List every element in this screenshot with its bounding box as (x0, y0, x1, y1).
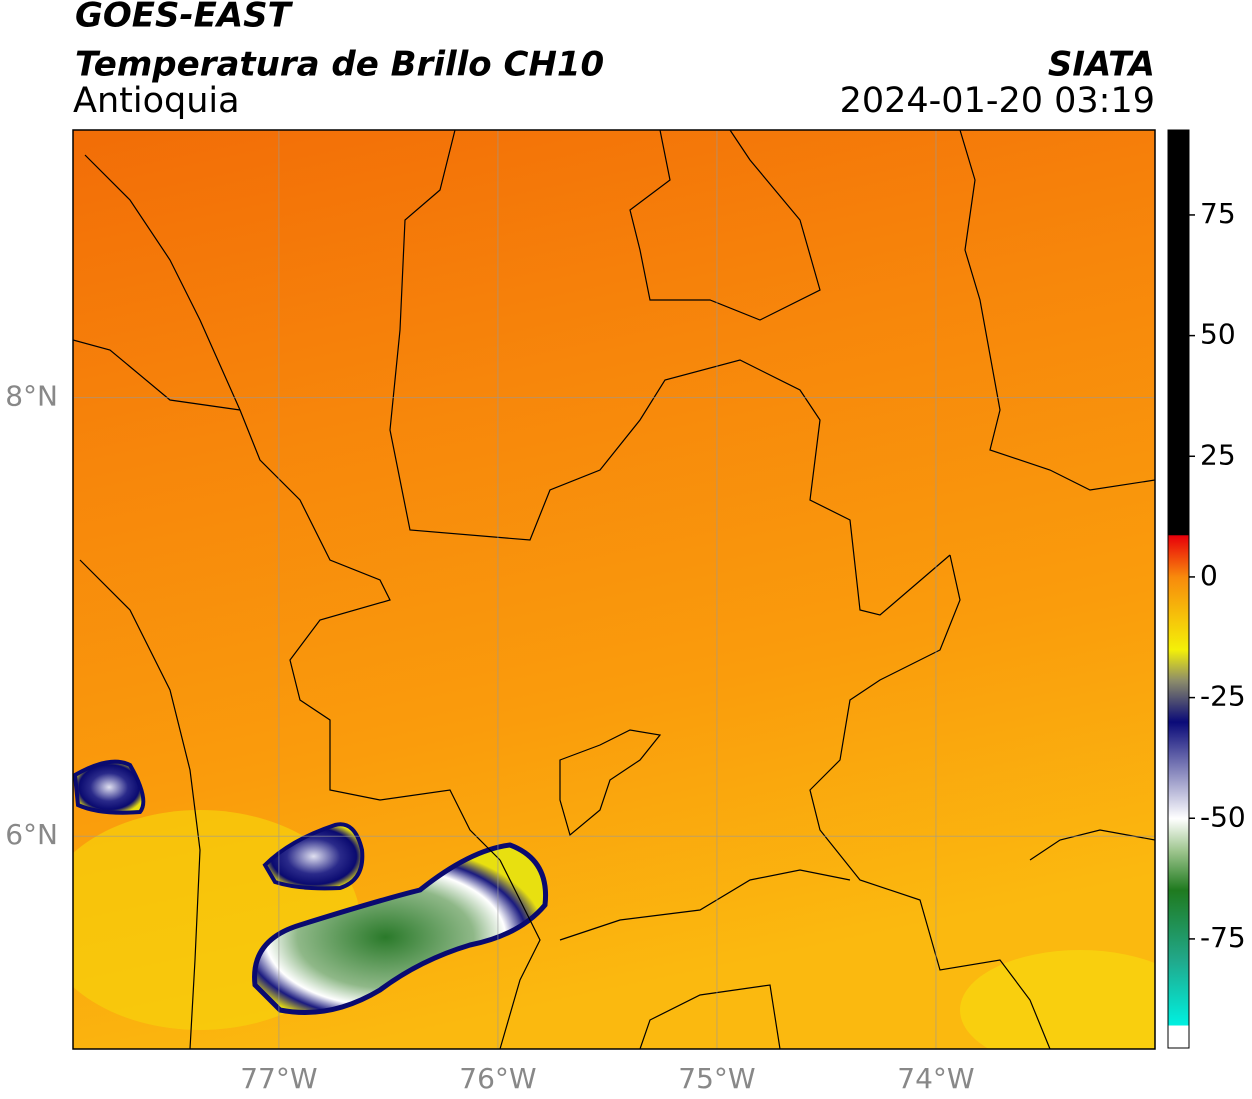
datetime: 2024-01-20 03:19 (840, 81, 1155, 121)
x-tick-label: 77°W (240, 1062, 317, 1095)
title: GOES-EAST (75, 0, 294, 36)
boundary (559, 729, 662, 837)
map-frame (72, 129, 1156, 1050)
boundary (84, 154, 501, 861)
warm-band (960, 950, 1155, 1049)
source: SIATA (1048, 45, 1155, 85)
coastline (73, 339, 241, 1049)
x-tick-label: 76°W (459, 1062, 536, 1095)
colorbar-tick-label: 50 (1200, 318, 1236, 351)
cloud-cluster (252, 842, 549, 1015)
colorbar-tick-label: -25 (1200, 680, 1246, 713)
boundary (389, 130, 951, 616)
colorbar-tick-label: -75 (1200, 921, 1246, 954)
cloud-cluster (262, 822, 365, 891)
colorbar-tick-label: 75 (1200, 197, 1236, 230)
x-tick-label: 75°W (678, 1062, 755, 1095)
y-tick-label: 8°N (5, 380, 58, 413)
colorbar (1167, 129, 1190, 1049)
boundary (639, 829, 1155, 1049)
boundary (809, 554, 1051, 1049)
cloud-cluster (73, 759, 146, 815)
boundary (959, 130, 1155, 491)
colorbar-tick-label: -50 (1200, 800, 1246, 833)
map-area (73, 130, 1155, 1049)
boundary (629, 130, 821, 321)
region: Antioquia (73, 81, 240, 121)
x-tick-label: 74°W (897, 1062, 974, 1095)
boundary (499, 859, 851, 1049)
y-tick-label: 6°N (5, 818, 58, 851)
colorbar-tick-label: 0 (1200, 559, 1218, 592)
subtitle: Temperatura de Brillo CH10 (75, 45, 604, 85)
colorbar-tick-label: 25 (1200, 438, 1236, 471)
